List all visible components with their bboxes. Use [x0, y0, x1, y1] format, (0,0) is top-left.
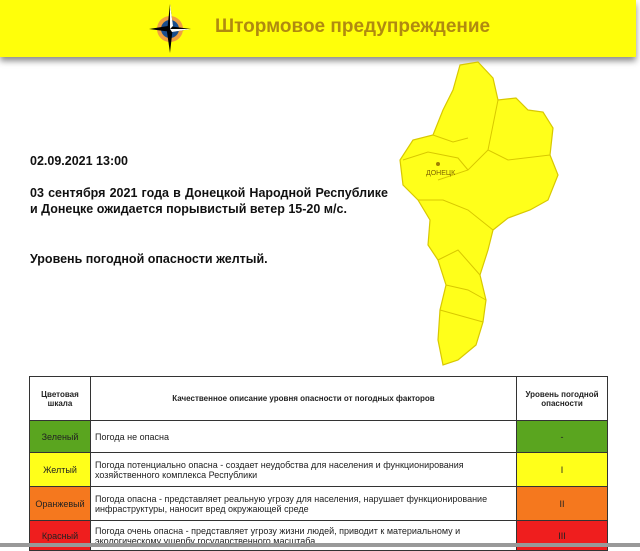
- danger-level-text: Уровень погодной опасности желтый.: [30, 252, 268, 266]
- header-description: Качественное описание уровня опасности о…: [90, 376, 517, 421]
- header-level: Уровень погодной опасности: [516, 376, 608, 421]
- region-map: ДОНЕЦК: [399, 61, 559, 366]
- warning-message: 03 сентября 2021 года в Донецкой Народно…: [30, 186, 388, 216]
- level-cell: -: [516, 420, 608, 453]
- city-marker-icon: [436, 162, 440, 166]
- description-cell: Погода не опасна: [90, 420, 517, 453]
- city-label: ДОНЕЦК: [426, 170, 456, 177]
- header-color-scale: Цветовая шкала: [29, 376, 91, 421]
- color-name-cell: Зеленый: [29, 420, 91, 453]
- color-name-cell: Оранжевый: [29, 486, 91, 521]
- color-name-cell: Желтый: [29, 452, 91, 487]
- bottom-bar: [0, 543, 640, 547]
- header-banner: Штормовое предупреждение: [0, 0, 636, 57]
- bulletin-date: 02.09.2021 13:00: [30, 154, 129, 168]
- compass-rose-icon: [149, 4, 191, 53]
- table-row: Красный Погода очень опасна - представля…: [29, 520, 608, 551]
- danger-scale-table: Цветовая шкала Качественное описание уро…: [29, 376, 608, 551]
- page-title: Штормовое предупреждение: [215, 16, 491, 37]
- description-cell: Погода опасна - представляет реальную уг…: [90, 486, 517, 521]
- level-cell: II: [516, 486, 608, 521]
- table-header-row: Цветовая шкала Качественное описание уро…: [29, 376, 608, 421]
- table-row: Желтый Погода потенциально опасна - созд…: [29, 452, 608, 487]
- region-shape: [399, 61, 559, 366]
- table-row: Оранжевый Погода опасна - представляет р…: [29, 486, 608, 521]
- level-cell: I: [516, 452, 608, 487]
- description-cell: Погода потенциально опасна - создает неу…: [90, 452, 517, 487]
- table-row: Зеленый Погода не опасна -: [29, 420, 608, 453]
